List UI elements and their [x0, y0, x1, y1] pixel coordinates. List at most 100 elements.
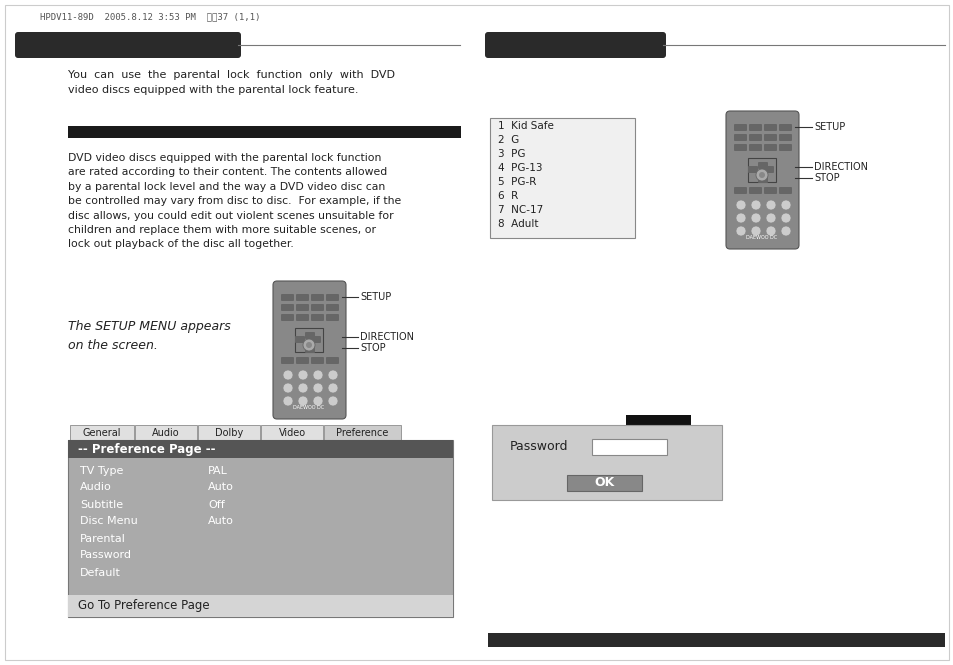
Text: Subtitle: Subtitle [80, 499, 123, 509]
Text: Default: Default [80, 567, 121, 577]
FancyBboxPatch shape [748, 134, 761, 141]
Circle shape [735, 226, 745, 236]
Circle shape [750, 200, 760, 210]
Text: 4  PG-13: 4 PG-13 [497, 163, 542, 173]
FancyBboxPatch shape [311, 314, 324, 321]
FancyBboxPatch shape [326, 314, 338, 321]
Circle shape [313, 370, 323, 380]
FancyBboxPatch shape [733, 144, 746, 151]
FancyBboxPatch shape [295, 294, 309, 301]
FancyBboxPatch shape [484, 32, 665, 58]
Text: Preference: Preference [336, 428, 388, 438]
Circle shape [313, 396, 323, 406]
FancyBboxPatch shape [763, 144, 776, 151]
Bar [261, 425, 323, 441]
FancyBboxPatch shape [779, 134, 791, 141]
Circle shape [781, 226, 790, 236]
FancyBboxPatch shape [758, 176, 767, 183]
Circle shape [283, 370, 293, 380]
FancyBboxPatch shape [748, 187, 761, 194]
Circle shape [750, 213, 760, 223]
Text: 8  Adult: 8 Adult [497, 219, 537, 229]
Circle shape [297, 370, 308, 380]
Text: Parental: Parental [80, 533, 126, 543]
Circle shape [306, 342, 312, 348]
Bar [68, 440, 453, 458]
FancyBboxPatch shape [725, 111, 799, 249]
Bar [747, 158, 775, 182]
Text: -- Preference Page --: -- Preference Page -- [78, 442, 215, 456]
Bar [324, 425, 400, 441]
Text: 7  NC-17: 7 NC-17 [497, 205, 542, 215]
FancyBboxPatch shape [281, 314, 294, 321]
Text: Auto: Auto [208, 517, 233, 527]
FancyBboxPatch shape [763, 124, 776, 131]
Text: Password: Password [510, 440, 568, 454]
Text: 6  R: 6 R [497, 191, 517, 201]
Text: Dolby: Dolby [214, 428, 243, 438]
Bar [68, 126, 460, 138]
Text: Disc Menu: Disc Menu [80, 517, 137, 527]
Text: Password: Password [80, 551, 132, 561]
FancyBboxPatch shape [758, 162, 767, 169]
FancyBboxPatch shape [281, 294, 294, 301]
Circle shape [328, 370, 337, 380]
Text: HPDV11-89D  2005.8.12 3:53 PM  页面37 (1,1): HPDV11-89D 2005.8.12 3:53 PM 页面37 (1,1) [40, 12, 260, 21]
FancyBboxPatch shape [733, 134, 746, 141]
Circle shape [313, 383, 323, 393]
FancyBboxPatch shape [311, 294, 324, 301]
Text: Off: Off [208, 499, 225, 509]
FancyBboxPatch shape [305, 346, 314, 353]
Circle shape [735, 200, 745, 210]
Circle shape [297, 396, 308, 406]
FancyBboxPatch shape [747, 166, 758, 173]
FancyBboxPatch shape [779, 187, 791, 194]
FancyBboxPatch shape [733, 124, 746, 131]
FancyBboxPatch shape [326, 294, 338, 301]
FancyBboxPatch shape [273, 281, 346, 419]
Bar [492, 425, 721, 500]
Circle shape [328, 383, 337, 393]
Circle shape [297, 383, 308, 393]
Bar [566, 475, 641, 491]
FancyBboxPatch shape [311, 304, 324, 311]
Text: SETUP: SETUP [359, 292, 391, 302]
Circle shape [328, 396, 337, 406]
Bar [198, 425, 260, 441]
Text: OK: OK [594, 477, 614, 489]
Text: Video: Video [278, 428, 305, 438]
Circle shape [283, 396, 293, 406]
Circle shape [765, 226, 775, 236]
Text: You  can  use  the  parental  lock  function  only  with  DVD
video discs equipp: You can use the parental lock function o… [68, 70, 395, 95]
Circle shape [781, 213, 790, 223]
FancyBboxPatch shape [295, 304, 309, 311]
FancyBboxPatch shape [305, 332, 314, 339]
FancyBboxPatch shape [763, 166, 773, 173]
Circle shape [765, 200, 775, 210]
Circle shape [765, 213, 775, 223]
Bar [135, 425, 196, 441]
FancyBboxPatch shape [779, 124, 791, 131]
Circle shape [781, 200, 790, 210]
Text: General: General [83, 428, 121, 438]
Circle shape [283, 383, 293, 393]
FancyBboxPatch shape [295, 357, 309, 364]
Text: DIRECTION: DIRECTION [813, 162, 867, 172]
Text: SETUP: SETUP [813, 122, 844, 132]
Text: DAEWOO DC: DAEWOO DC [294, 405, 324, 410]
Text: PAL: PAL [208, 465, 228, 475]
Bar [625, 415, 690, 431]
Circle shape [303, 339, 314, 351]
FancyBboxPatch shape [763, 187, 776, 194]
Text: DAEWOO DC: DAEWOO DC [745, 235, 777, 240]
Circle shape [755, 169, 767, 181]
FancyBboxPatch shape [311, 357, 324, 364]
Text: Audio: Audio [80, 483, 112, 493]
FancyBboxPatch shape [281, 357, 294, 364]
FancyBboxPatch shape [748, 144, 761, 151]
Text: The SETUP MENU appears
on the screen.: The SETUP MENU appears on the screen. [68, 320, 231, 352]
Text: 1  Kid Safe: 1 Kid Safe [497, 121, 554, 131]
Text: Auto: Auto [208, 483, 233, 493]
FancyBboxPatch shape [326, 304, 338, 311]
Circle shape [735, 213, 745, 223]
